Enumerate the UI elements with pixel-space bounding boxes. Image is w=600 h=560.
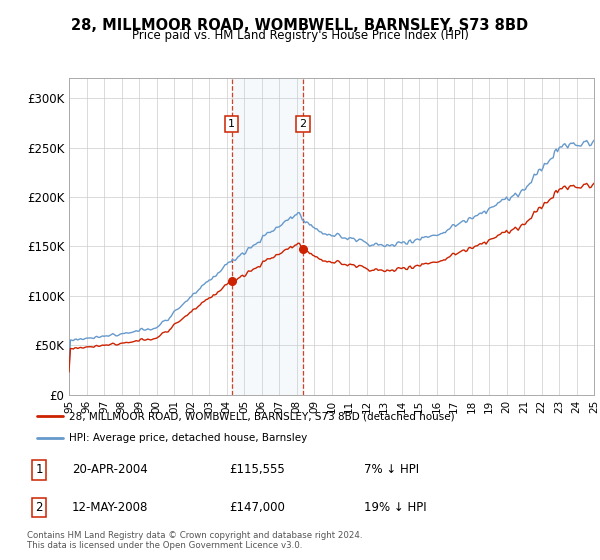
Text: £147,000: £147,000	[229, 501, 285, 514]
Text: HPI: Average price, detached house, Barnsley: HPI: Average price, detached house, Barn…	[69, 433, 307, 443]
Text: Price paid vs. HM Land Registry's House Price Index (HPI): Price paid vs. HM Land Registry's House …	[131, 29, 469, 42]
Text: 19% ↓ HPI: 19% ↓ HPI	[364, 501, 426, 514]
Text: 7% ↓ HPI: 7% ↓ HPI	[364, 463, 419, 476]
Text: 1: 1	[228, 119, 235, 129]
Text: 12-MAY-2008: 12-MAY-2008	[72, 501, 148, 514]
Text: 28, MILLMOOR ROAD, WOMBWELL, BARNSLEY, S73 8BD (detached house): 28, MILLMOOR ROAD, WOMBWELL, BARNSLEY, S…	[69, 411, 455, 421]
Text: 28, MILLMOOR ROAD, WOMBWELL, BARNSLEY, S73 8BD: 28, MILLMOOR ROAD, WOMBWELL, BARNSLEY, S…	[71, 18, 529, 33]
Text: £115,555: £115,555	[229, 463, 285, 476]
Text: 2: 2	[299, 119, 307, 129]
Text: 20-APR-2004: 20-APR-2004	[72, 463, 148, 476]
Text: 2: 2	[35, 501, 43, 514]
Text: Contains HM Land Registry data © Crown copyright and database right 2024.
This d: Contains HM Land Registry data © Crown c…	[27, 531, 362, 550]
Text: 1: 1	[35, 463, 43, 476]
Bar	[232, 78, 303, 395]
